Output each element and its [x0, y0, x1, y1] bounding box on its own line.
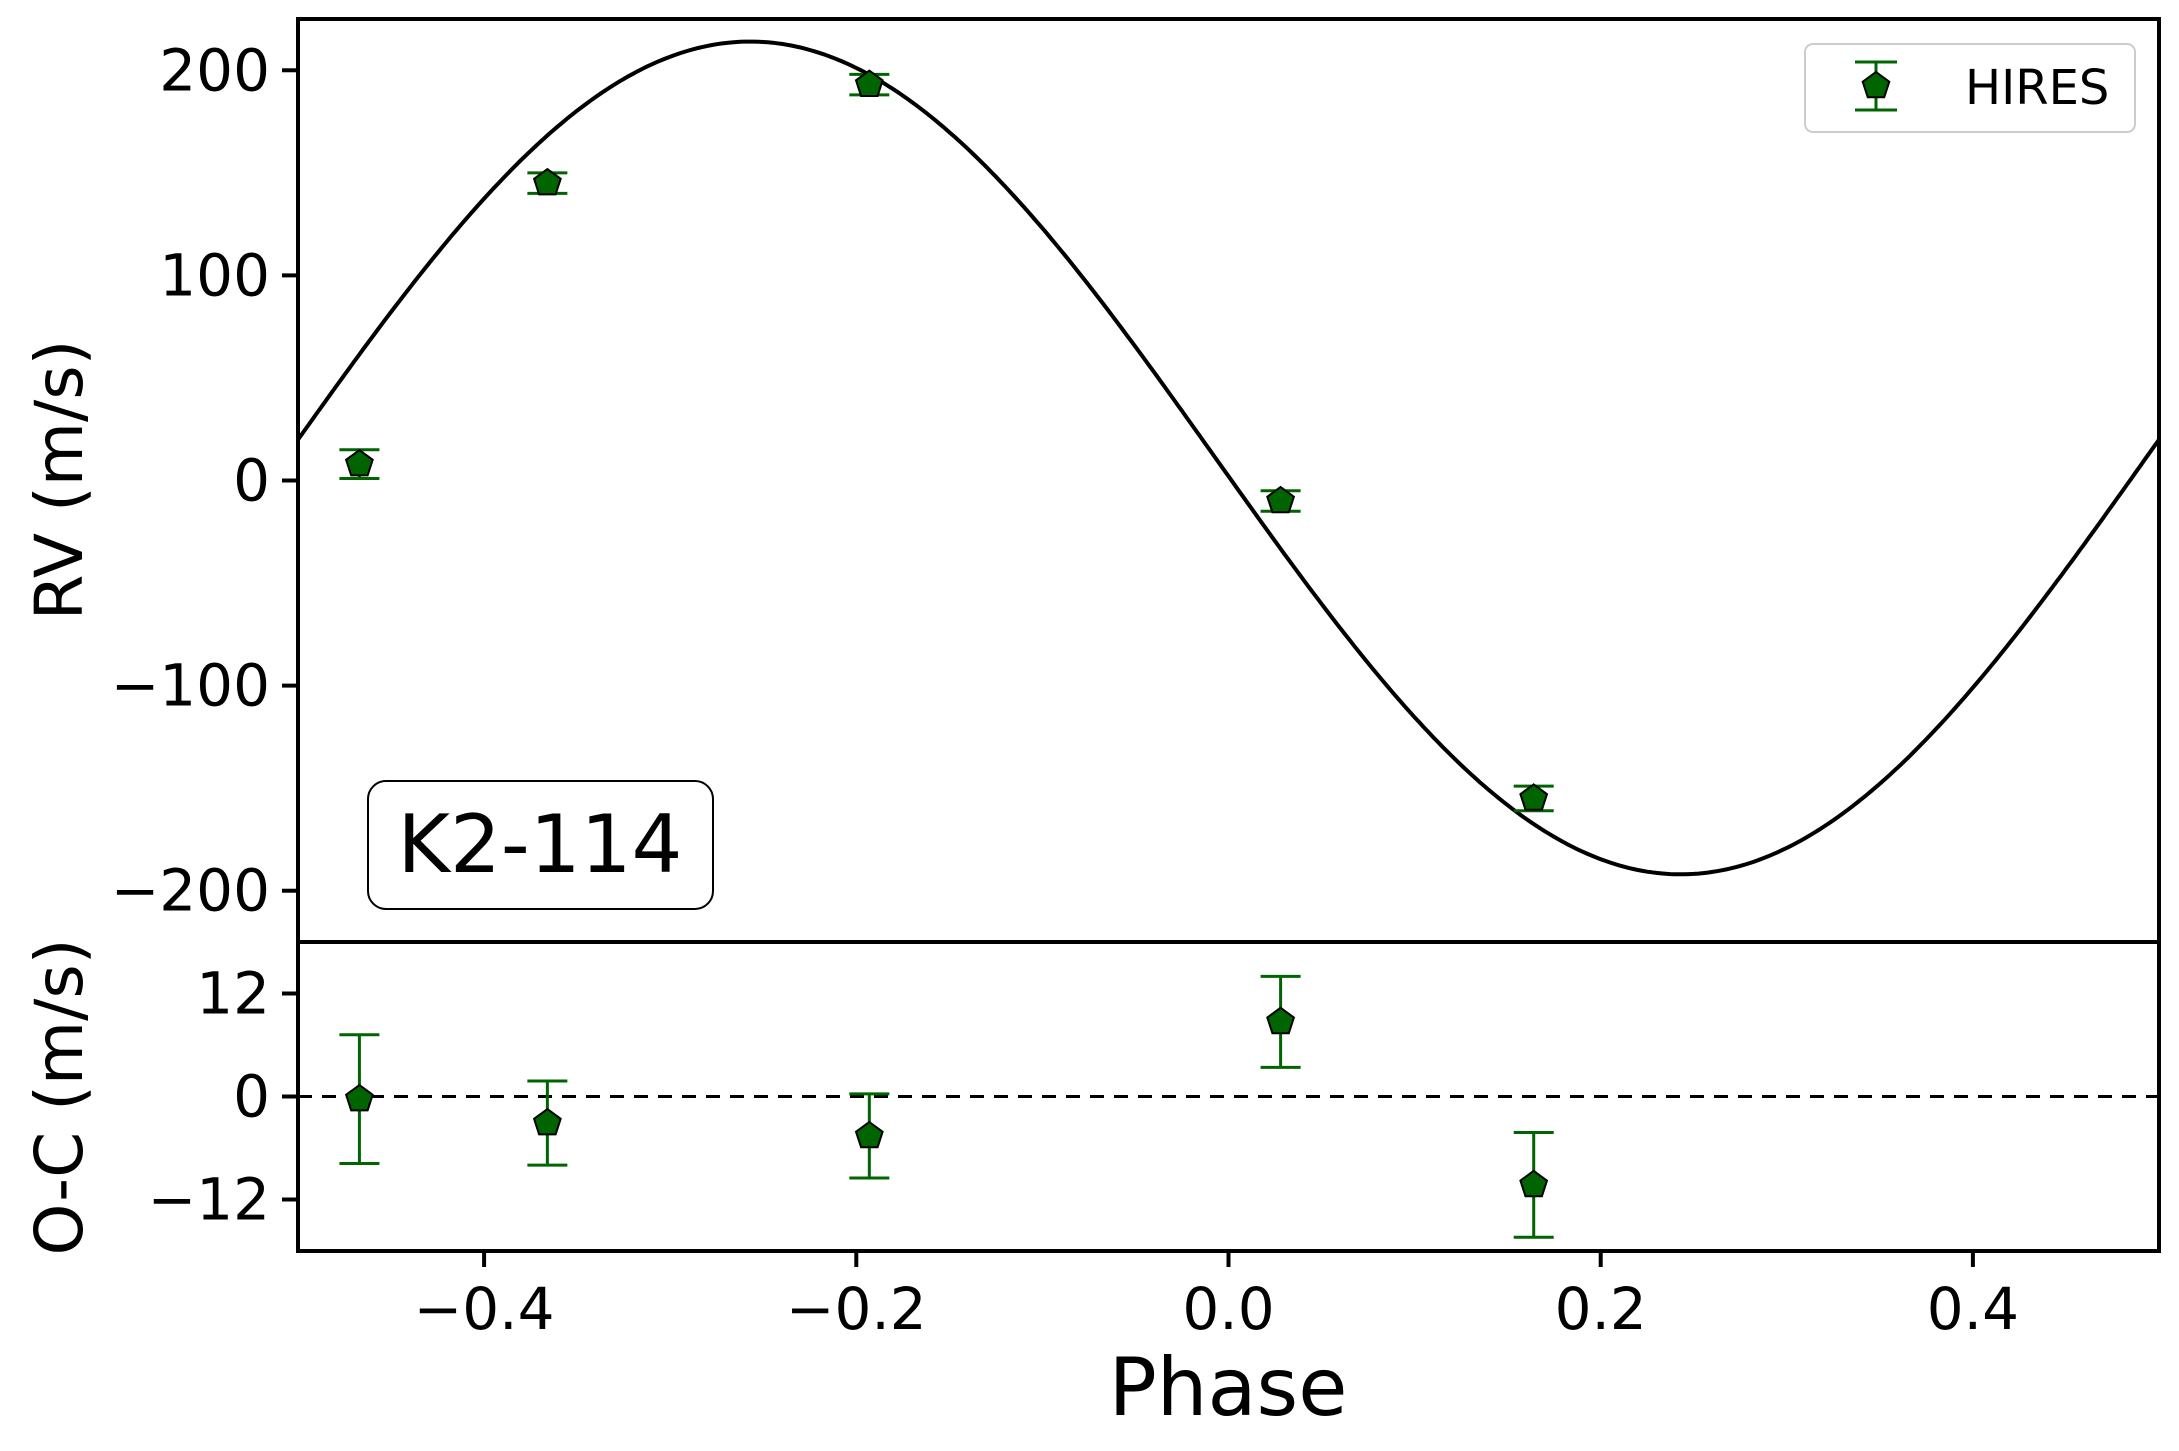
x-tick-label: 0.2 [1555, 1275, 1647, 1343]
residual-y-ticks: 12 0 −12 [148, 960, 298, 1234]
rv-model-curve [296, 39, 2161, 877]
residual-marker [532, 1107, 562, 1136]
x-tick-label: −0.4 [414, 1275, 555, 1343]
legend-marker-hires [1855, 60, 1897, 112]
rv-point [1260, 485, 1301, 514]
rv-y-tick-label: 100 [159, 241, 270, 309]
target-label-box: K2-114 [367, 780, 714, 910]
phase-x-ticks: −0.4 −0.2 0.0 0.2 0.4 [414, 1251, 2019, 1343]
legend-label-hires: HIRES [1965, 60, 2109, 116]
rv-y-ticks: 200 100 0 −100 −200 [111, 36, 298, 925]
rv-point [527, 167, 568, 196]
residual-marker [344, 1083, 374, 1112]
residual-point [527, 1079, 568, 1167]
x-tick-label: 0.0 [1182, 1275, 1274, 1343]
residual-y-tick-label: 0 [233, 1063, 270, 1131]
x-tick-label: 0.4 [1927, 1275, 2019, 1343]
rv-data-points [339, 69, 1554, 813]
rv-y-tick-label: 0 [233, 447, 270, 515]
residual-panel-frame [296, 940, 2161, 1253]
legend: HIRES [1804, 43, 2136, 133]
rv-point [339, 448, 380, 480]
residual-y-tick-label: −12 [148, 1166, 270, 1234]
residual-marker [854, 1120, 884, 1149]
residual-point [339, 1033, 380, 1165]
rv-marker [1266, 485, 1296, 514]
residual-data-points [339, 974, 1554, 1239]
rv-y-tick-label: −200 [111, 857, 270, 925]
residual-point [1260, 974, 1301, 1069]
x-axis-label: Phase [1109, 1341, 1348, 1434]
residual-y-tick-label: 12 [196, 960, 270, 1028]
rv-y-axis-label: RV (m/s) [21, 340, 98, 621]
residual-marker [1519, 1169, 1549, 1198]
rv-marker [344, 448, 374, 477]
residual-point [849, 1092, 890, 1180]
legend-pentagon-marker [1861, 70, 1891, 99]
residual-marker [1266, 1006, 1296, 1035]
rv-marker [1519, 783, 1549, 811]
residual-panel: 12 0 −12 −0.4 −0.2 0.0 0.2 0.4 O-C (m/s) Phase [21, 938, 2161, 1434]
residual-point [1513, 1131, 1554, 1239]
x-tick-label: −0.2 [786, 1275, 927, 1343]
rv-y-tick-label: −100 [111, 652, 270, 720]
rv-marker [532, 167, 562, 196]
rv-point [1513, 783, 1554, 813]
rv-point [849, 69, 890, 97]
target-label: K2-114 [398, 798, 683, 891]
rv-y-tick-label: 200 [159, 36, 270, 104]
rv-marker [854, 69, 884, 97]
residual-y-axis-label: O-C (m/s) [21, 938, 98, 1255]
